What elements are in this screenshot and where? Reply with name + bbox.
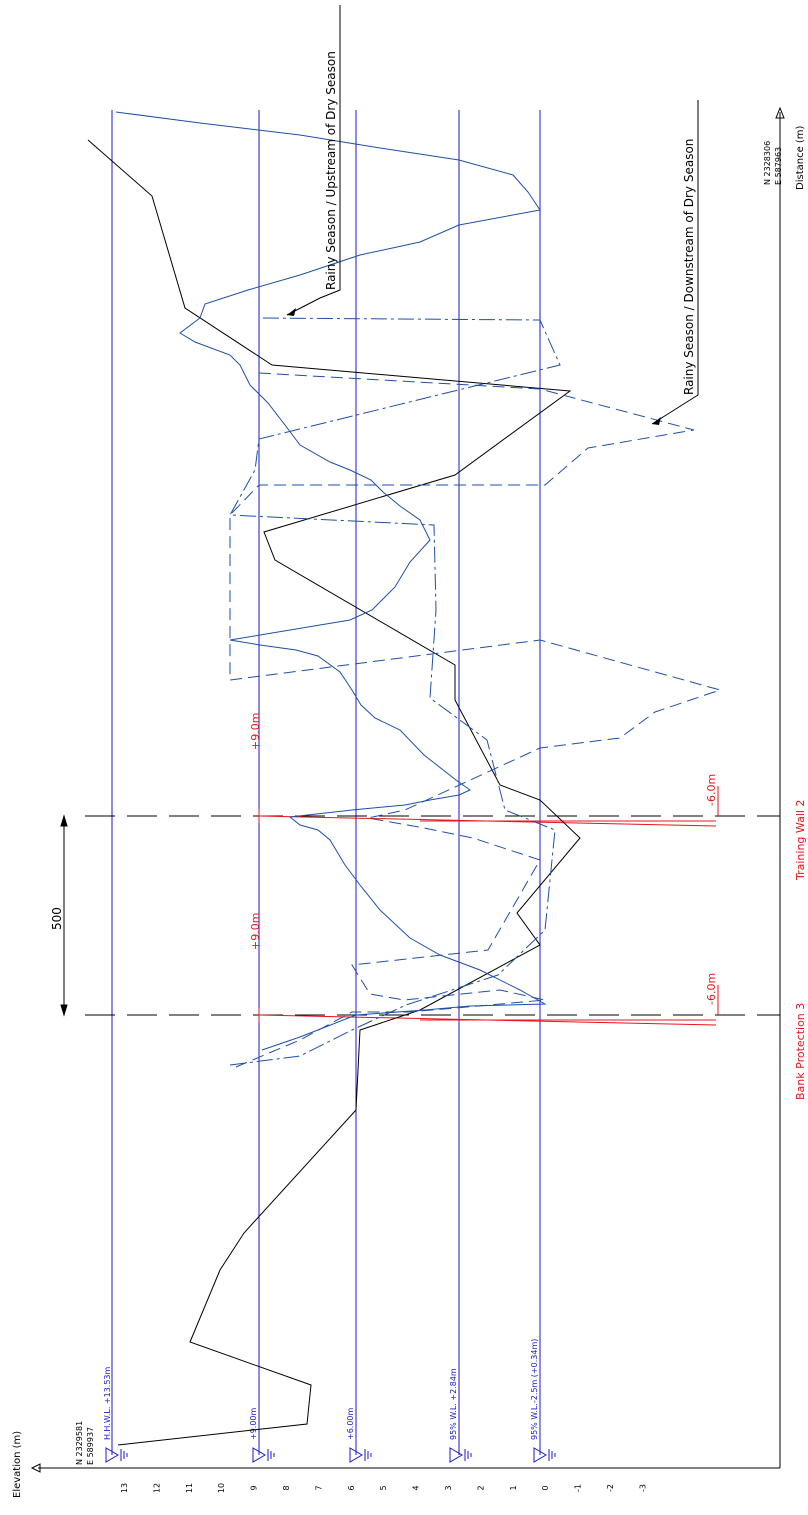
red-structures (258, 786, 719, 1026)
axes (30, 106, 785, 1473)
ground-profile-line (87, 139, 581, 1446)
distance-axis-arrow (775, 106, 785, 119)
elevation-tick-label: 11 (185, 1483, 194, 1493)
water-level-lines (111, 110, 541, 1455)
rainy-upstream-profile (229, 317, 561, 1066)
structure-centerlines (85, 815, 780, 1016)
elevation-tick-label: 3 (444, 1485, 453, 1490)
elevation-axis-arrow (30, 1463, 41, 1473)
elevation-tick-label: 5 (379, 1485, 388, 1490)
water-label-0-34m: 95% W.L.-2.5m (+0.34m) (530, 1339, 539, 1440)
end-north-coordinate: N 2328306 (763, 141, 772, 185)
elevation-tick-label: 6 (347, 1485, 356, 1490)
spacing-label: 500 (50, 907, 64, 930)
downstream-profile-label: Rainy Season / Downstream of Dry Season (682, 139, 696, 395)
elevation-tick-labels: 13 12 11 10 9 8 7 6 5 4 3 2 1 0 -1 -2 -3 (120, 1483, 647, 1493)
upstream-arrowhead (287, 308, 296, 316)
water-symbol-icon (533, 1447, 556, 1463)
water-symbol-icon (105, 1447, 128, 1463)
elevation-tick-label: 1 (509, 1485, 518, 1490)
elevation-tick-label: 7 (314, 1485, 323, 1490)
elevation-tick-label: 8 (282, 1485, 291, 1490)
bank-protection-bottom-label: -6.0m (705, 973, 718, 1005)
elevation-tick-label: 10 (217, 1483, 226, 1493)
downstream-leader (651, 100, 699, 425)
elevation-tick-label: 0 (541, 1485, 550, 1490)
downstream-arrowhead (652, 417, 661, 425)
elevation-tick-label: -2 (606, 1484, 615, 1492)
water-label-hhwl: H.H.W.L. +13.53m (103, 1366, 112, 1440)
bank-protection-top-label: +9.0m (249, 913, 262, 950)
rainy-downstream-profile (229, 372, 722, 1068)
bank-protection-name: Bank Protection 3 (794, 1003, 807, 1100)
annotation-leaders (286, 5, 699, 425)
water-symbol-icon (449, 1447, 472, 1463)
elevation-tick-label: 4 (412, 1485, 421, 1490)
upstream-leader (286, 5, 341, 316)
elevation-tick-label: 2 (476, 1485, 485, 1490)
start-east-coordinate: E 589937 (86, 1427, 95, 1465)
distance-axis-label: Distance (m) (795, 125, 806, 190)
water-symbol-icon (252, 1447, 275, 1463)
elevation-tick-label: 9 (250, 1485, 259, 1490)
training-wall-bottom-label: -6.0m (705, 774, 718, 806)
elevation-tick-label: -3 (638, 1484, 647, 1492)
elevation-tick-label: 13 (120, 1483, 129, 1493)
elevation-tick-label: 12 (152, 1483, 161, 1493)
end-east-coordinate: E 587963 (774, 147, 783, 185)
water-label-2-84m: 95% W.L. +2.84m (449, 1368, 458, 1440)
training-wall-top-label: +9.0m (249, 713, 262, 750)
water-level-symbols (105, 1447, 556, 1463)
water-label-6m: +6.00m (346, 1407, 355, 1440)
start-north-coordinate: N 2329581 (75, 1421, 84, 1465)
water-label-9m: +9.00m (249, 1407, 258, 1440)
measured-profile-line (115, 111, 547, 1051)
training-wall-name: Training Wall 2 (794, 800, 807, 881)
elevation-tick-label: -1 (574, 1484, 583, 1492)
spacing-dimension (60, 814, 68, 1017)
water-symbol-icon (349, 1447, 372, 1463)
upstream-profile-label: Rainy Season / Upstream of Dry Season (324, 51, 338, 290)
elevation-axis-label: Elevation (m) (12, 1431, 23, 1498)
